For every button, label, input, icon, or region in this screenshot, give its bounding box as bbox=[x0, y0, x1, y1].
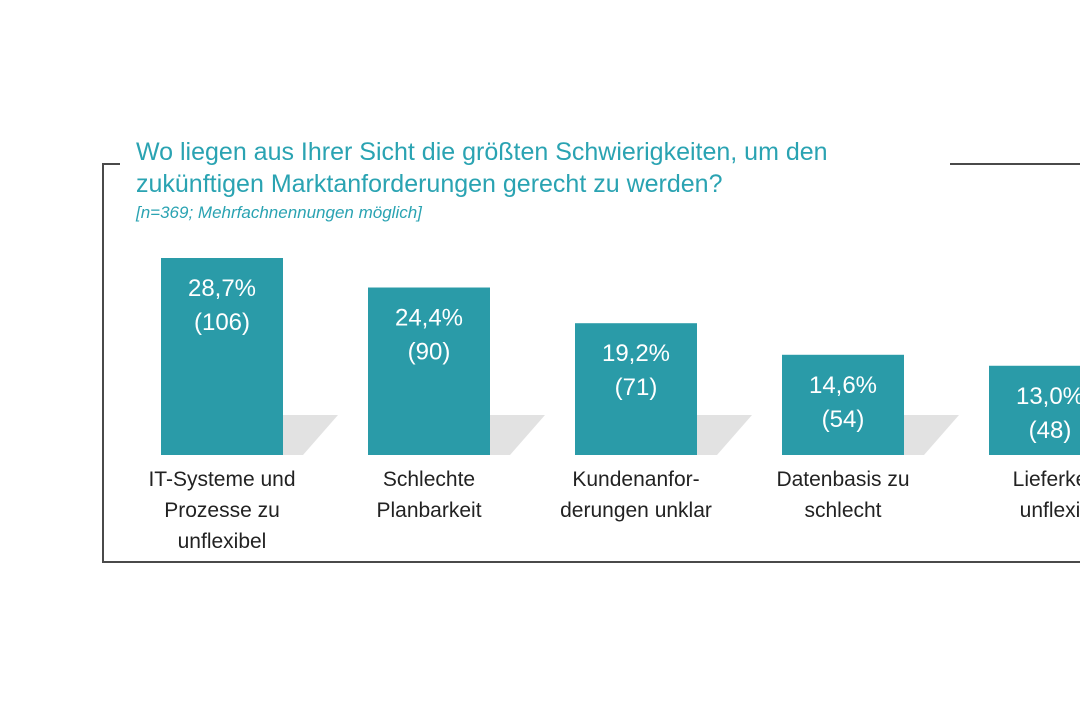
category-label: Kundenanfor- derungen unklar bbox=[560, 468, 712, 522]
bar-count-label: (106) bbox=[194, 309, 250, 336]
bar-shadow bbox=[490, 415, 545, 455]
bar bbox=[989, 365, 1080, 455]
bar bbox=[575, 323, 697, 455]
bar-count-label: (90) bbox=[408, 339, 451, 366]
category-label: Schlechte Planbarkeit bbox=[376, 468, 482, 522]
title-mask bbox=[120, 150, 950, 180]
bar-value-label: 14,6% bbox=[809, 372, 877, 399]
bar-value-label: 13,0% bbox=[1016, 383, 1080, 410]
bar-shadow bbox=[697, 415, 752, 455]
chart-title: Wo liegen aus Ihrer Sicht die größten Sc… bbox=[136, 138, 828, 198]
bar bbox=[782, 354, 904, 455]
chart-subtitle: [n=369; Mehrfachnennungen möglich] bbox=[136, 203, 422, 222]
bar-count-label: (71) bbox=[615, 374, 658, 401]
bar-shadow bbox=[904, 415, 959, 455]
bar-count-label: (48) bbox=[1029, 417, 1072, 444]
category-label: Datenbasis zu schlecht bbox=[776, 468, 910, 522]
frame-top-right-line bbox=[952, 163, 1080, 165]
category-label: IT-Systeme und Prozesse zu unflexibel bbox=[148, 468, 296, 553]
bar-count-label: (54) bbox=[822, 406, 865, 433]
category-label: Lieferke unflexi bbox=[1012, 468, 1080, 522]
bar bbox=[161, 258, 283, 455]
bar-shadow bbox=[283, 415, 338, 455]
bar-value-label: 28,7% bbox=[188, 275, 256, 302]
bar-value-label: 24,4% bbox=[395, 305, 463, 332]
bar bbox=[368, 287, 490, 455]
bar-value-label: 19,2% bbox=[602, 340, 670, 367]
